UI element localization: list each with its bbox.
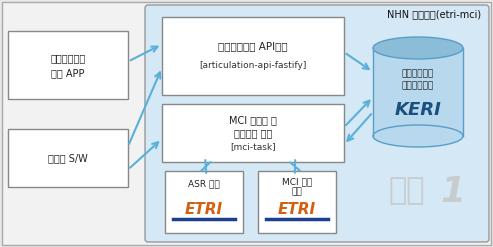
Text: 예측 APP: 예측 APP [51, 68, 85, 78]
Text: NHN 클라우드(etri-mci): NHN 클라우드(etri-mci) [387, 9, 481, 19]
Text: 경도인지장애 API서버: 경도인지장애 API서버 [218, 42, 288, 52]
Bar [373, 48, 463, 136]
Ellipse shape [373, 37, 463, 59]
Bar [162, 17, 344, 95]
Text: 1: 1 [440, 175, 465, 209]
Text: [articulation-api-fastify]: [articulation-api-fastify] [199, 61, 307, 70]
Text: KERI: KERI [394, 101, 441, 119]
Text: ETRI: ETRI [185, 202, 223, 217]
Text: 경도인지장애: 경도인지장애 [402, 69, 434, 79]
Text: 뉴스: 뉴스 [388, 176, 424, 205]
Text: 데이터베이스: 데이터베이스 [402, 82, 434, 90]
FancyBboxPatch shape [145, 5, 489, 242]
Text: ASR 모듈: ASR 모듈 [188, 179, 220, 188]
Text: MCI 데이터 및: MCI 데이터 및 [229, 115, 277, 125]
Text: MCI 예측: MCI 예측 [282, 178, 312, 187]
Text: ETRI: ETRI [278, 202, 316, 217]
Text: 경도인지장애: 경도인지장애 [50, 53, 86, 63]
Text: 모듈: 모듈 [292, 187, 302, 197]
Bar [8, 31, 128, 99]
Text: [mci-task]: [mci-task] [230, 143, 276, 151]
Text: 세션관리 모듈: 세션관리 모듈 [234, 128, 272, 138]
Bar [258, 171, 336, 233]
Bar [162, 104, 344, 162]
Bar [8, 129, 128, 187]
Text: 관리자 S/W: 관리자 S/W [48, 153, 88, 163]
Ellipse shape [373, 125, 463, 147]
Bar [165, 171, 243, 233]
